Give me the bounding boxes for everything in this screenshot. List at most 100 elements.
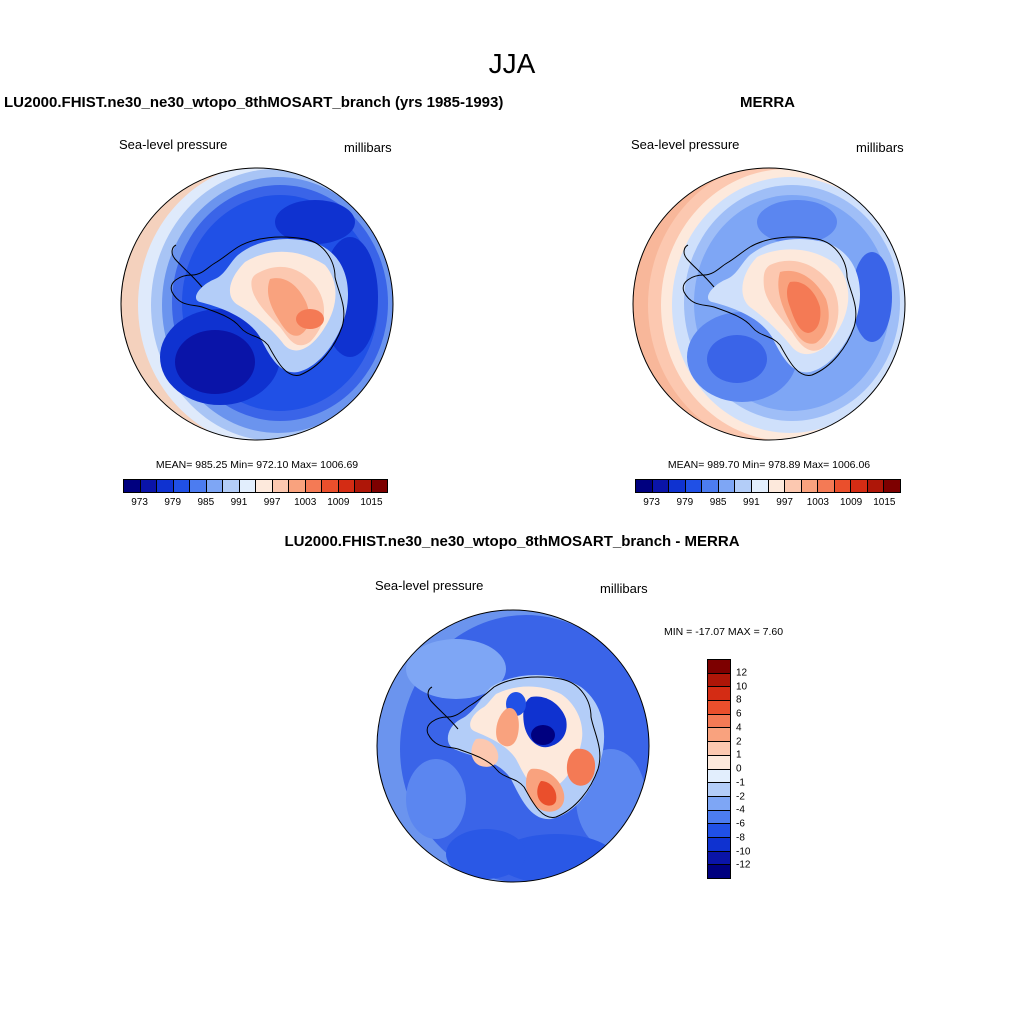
model-colorbar-tick-label: 1015 bbox=[360, 497, 383, 508]
obs-colorbar-swatch bbox=[785, 480, 802, 492]
model-colorbar-tick-label: 979 bbox=[164, 497, 182, 508]
model-panel-title: LU2000.FHIST.ne30_ne30_wtopo_8thMOSART_b… bbox=[4, 94, 504, 111]
obs-colorbar-tick-label: 985 bbox=[709, 497, 727, 508]
diff-colorbar-swatch bbox=[708, 769, 730, 784]
diff-colorbar-tick-label: -6 bbox=[736, 818, 745, 830]
diff-colorbar-tick-label: 0 bbox=[736, 763, 742, 775]
obs-polar-map bbox=[632, 167, 906, 441]
diff-colorbar-swatch bbox=[708, 728, 730, 743]
model-colorbar-swatch bbox=[124, 480, 141, 492]
diff-colorbar-swatch bbox=[708, 660, 730, 674]
obs-colorbar-swatch bbox=[768, 480, 786, 492]
diff-colorbar-swatch bbox=[708, 687, 730, 702]
diff-colorbar-tick-label: -12 bbox=[736, 859, 751, 871]
figure-title: JJA bbox=[488, 48, 536, 79]
obs-colorbar-swatch bbox=[718, 480, 736, 492]
diff-colorbar-swatch bbox=[708, 865, 730, 878]
obs-colorbar-swatch bbox=[851, 480, 868, 492]
obs-colorbar-tick-label: 973 bbox=[643, 497, 660, 508]
model-colorbar-tick-label: 1003 bbox=[294, 497, 317, 508]
obs-colorbar-swatch bbox=[702, 480, 719, 492]
obs-stats: MEAN= 989.70 Min= 978.89 Max= 1006.06 bbox=[667, 459, 871, 471]
diff-colorbar-tick-label: -8 bbox=[736, 832, 745, 844]
model-colorbar-swatch bbox=[322, 480, 339, 492]
diff-colorbar bbox=[707, 659, 731, 879]
obs-colorbar-tick-label: 1009 bbox=[840, 497, 863, 508]
model-colorbar-swatch bbox=[355, 480, 372, 492]
diff-colorbar-tick-label: 8 bbox=[736, 694, 742, 706]
obs-colorbar-tick-label: 979 bbox=[676, 497, 694, 508]
diff-colorbar-swatch bbox=[708, 796, 730, 811]
model-colorbar-swatch bbox=[140, 480, 157, 492]
diff-panel-title: LU2000.FHIST.ne30_ne30_wtopo_8thMOSART_b… bbox=[284, 533, 740, 550]
diff-colorbar-tick-label: -10 bbox=[736, 846, 751, 857]
diff-polar-map bbox=[376, 609, 650, 883]
model-colorbar-swatch bbox=[272, 480, 289, 492]
diff-min-max: MIN = -17.07 MAX = 7.60 bbox=[664, 626, 784, 638]
obs-colorbar-swatch bbox=[801, 480, 819, 492]
model-colorbar-swatch bbox=[157, 480, 174, 492]
diff-colorbar-tick-label: -1 bbox=[736, 777, 745, 789]
model-colorbar-tick-label: 991 bbox=[230, 497, 248, 508]
model-polar-map bbox=[120, 167, 394, 441]
model-units-label: millibars bbox=[344, 140, 392, 155]
diff-colorbar-tick-label: 4 bbox=[736, 722, 742, 734]
model-colorbar-swatch bbox=[305, 480, 322, 492]
model-stats: MEAN= 985.25 Min= 972.10 Max= 1006.69 bbox=[155, 459, 359, 471]
diff-colorbar-tick-label: 6 bbox=[736, 708, 742, 720]
obs-colorbar-swatch bbox=[669, 480, 686, 492]
model-colorbar-swatch bbox=[190, 480, 207, 492]
diff-colorbar-swatch bbox=[708, 824, 730, 838]
obs-colorbar-swatch bbox=[818, 480, 835, 492]
diff-colorbar-tick-label: -2 bbox=[736, 791, 745, 802]
model-colorbar-tick-label: 1009 bbox=[327, 497, 350, 508]
model-colorbar-swatch bbox=[289, 480, 306, 492]
model-colorbar-swatch bbox=[173, 480, 190, 492]
diff-colorbar-tick-label: 2 bbox=[736, 736, 742, 747]
diff-colorbar-swatch bbox=[708, 742, 730, 756]
diff-variable-label: Sea-level pressure bbox=[375, 578, 484, 593]
diff-colorbar-swatch bbox=[708, 851, 730, 866]
model-colorbar bbox=[123, 479, 388, 493]
diff-colorbar-tick-label: -4 bbox=[736, 804, 745, 816]
model-colorbar-tick-label: 997 bbox=[263, 497, 281, 508]
diff-colorbar-tick-label: 1 bbox=[736, 749, 742, 761]
diff-units-label: millibars bbox=[600, 581, 648, 596]
model-colorbar-swatch bbox=[256, 480, 273, 492]
diff-colorbar-labels: 12 10 8 6 4 2 1 0 -1 -2 -4 -6 -8 -10 -12 bbox=[736, 659, 776, 879]
obs-colorbar-swatch bbox=[884, 480, 900, 492]
obs-units-label: millibars bbox=[856, 140, 904, 155]
diff-colorbar-swatch bbox=[708, 783, 730, 797]
model-colorbar-tick-label: 973 bbox=[131, 497, 148, 508]
model-colorbar-swatch bbox=[371, 480, 387, 492]
diff-colorbar-swatch bbox=[708, 837, 730, 852]
obs-colorbar-tick-label: 1015 bbox=[873, 497, 896, 508]
obs-colorbar-swatch bbox=[867, 480, 885, 492]
obs-colorbar-labels: 973 979 985 991 997 1003 1009 1015 bbox=[635, 497, 901, 511]
diff-colorbar-tick-label: 10 bbox=[736, 681, 748, 692]
model-colorbar-swatch bbox=[338, 480, 355, 492]
model-colorbar-tick-label: 985 bbox=[197, 497, 215, 508]
obs-colorbar-tick-label: 991 bbox=[743, 497, 760, 508]
obs-colorbar-tick-label: 997 bbox=[776, 497, 793, 508]
obs-colorbar-swatch bbox=[751, 480, 769, 492]
model-colorbar-swatch bbox=[239, 480, 256, 492]
diff-colorbar-swatch bbox=[708, 810, 730, 825]
diff-colorbar-tick-label: 12 bbox=[736, 667, 748, 679]
obs-colorbar bbox=[635, 479, 901, 493]
obs-colorbar-tick-label: 1003 bbox=[806, 497, 829, 508]
obs-variable-label: Sea-level pressure bbox=[631, 137, 740, 152]
model-variable-label: Sea-level pressure bbox=[119, 137, 228, 152]
obs-panel-title: MERRA bbox=[740, 94, 795, 111]
obs-colorbar-swatch bbox=[685, 480, 703, 492]
diff-colorbar-swatch bbox=[708, 714, 730, 729]
obs-colorbar-swatch bbox=[652, 480, 670, 492]
model-colorbar-swatch bbox=[223, 480, 240, 492]
obs-colorbar-swatch bbox=[735, 480, 752, 492]
diff-colorbar-swatch bbox=[708, 701, 730, 715]
model-colorbar-swatch bbox=[206, 480, 223, 492]
diff-colorbar-swatch bbox=[708, 755, 730, 770]
obs-colorbar-swatch bbox=[834, 480, 852, 492]
model-colorbar-labels: 973 979 985 991 997 1003 1009 1015 bbox=[123, 497, 388, 511]
obs-colorbar-swatch bbox=[636, 480, 653, 492]
